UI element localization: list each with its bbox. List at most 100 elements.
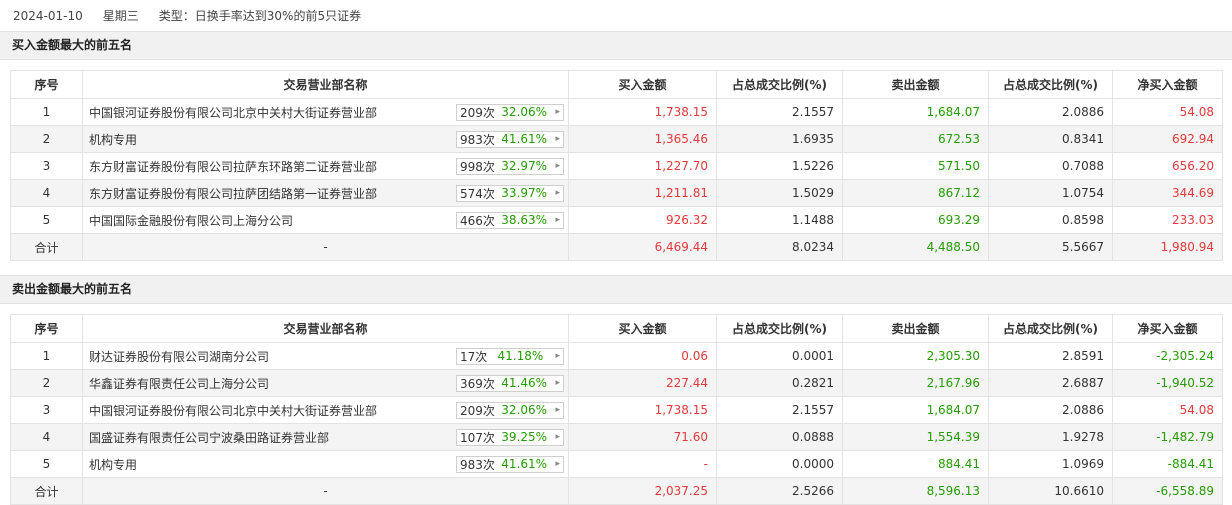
buy-ratio: 0.0888 <box>716 423 843 451</box>
header-bar: 2024-01-10 星期三 类型：日换手率达到30%的前5只证券 <box>0 0 1232 31</box>
branch-name-cell: 机构专用 983次 41.61% ▸ <box>82 125 569 153</box>
total-buy-ratio: 2.5266 <box>716 477 843 505</box>
branch-stat-badge[interactable]: 209次 32.06% ▸ <box>456 401 564 419</box>
appearance-count: 17次 <box>460 349 488 364</box>
total-sell-ratio: 10.6610 <box>988 477 1113 505</box>
sell-amount: 571.50 <box>842 152 989 180</box>
col-sell-ratio: 占总成交比例(%) <box>988 314 1113 343</box>
sell-ratio: 2.0886 <box>988 98 1113 126</box>
caret-right-icon: ▸ <box>555 351 560 361</box>
total-sell-ratio: 5.5667 <box>988 233 1113 261</box>
sell-amount: 1,684.07 <box>842 396 989 424</box>
branch-stat-badge[interactable]: 983次 41.61% ▸ <box>456 130 564 148</box>
buy-amount: 0.06 <box>568 342 717 370</box>
branch-name-cell: 机构专用 983次 41.61% ▸ <box>82 450 569 478</box>
branch-name-link[interactable]: 东方财富证券股份有限公司拉萨东环路第二证券营业部 <box>89 159 378 174</box>
branch-stat-badge[interactable]: 369次 41.46% ▸ <box>456 374 564 392</box>
sell-ratio: 2.6887 <box>988 369 1113 397</box>
branch-name-link[interactable]: 中国银河证券股份有限公司北京中关村大街证券营业部 <box>89 105 378 120</box>
row-index: 4 <box>10 423 83 451</box>
row-index: 3 <box>10 152 83 180</box>
win-rate: 32.06% <box>501 403 548 417</box>
net-buy-amount: -2,305.24 <box>1112 342 1223 370</box>
col-sell-ratio: 占总成交比例(%) <box>988 70 1113 99</box>
branch-name-link[interactable]: 国盛证券有限责任公司宁波桑田路证券营业部 <box>89 430 330 445</box>
caret-right-icon: ▸ <box>555 161 560 171</box>
branch-name-cell: 东方财富证券股份有限公司拉萨团结路第一证券营业部 574次 33.97% ▸ <box>82 179 569 207</box>
row-index: 1 <box>10 342 83 370</box>
caret-right-icon: ▸ <box>555 188 560 198</box>
net-buy-amount: 54.08 <box>1112 98 1223 126</box>
branch-name-wrap: 东方财富证券股份有限公司拉萨团结路第一证券营业部 574次 33.97% ▸ <box>89 184 564 202</box>
total-sell-amount: 8,596.13 <box>842 477 989 505</box>
branch-name-wrap: 财达证券股份有限公司湖南分公司 17次 41.18% ▸ <box>89 347 564 365</box>
col-buy-ratio: 占总成交比例(%) <box>716 70 843 99</box>
table-row: 5 中国国际金融股份有限公司上海分公司 466次 38.63% ▸ 926.32 1.148… <box>10 206 1223 234</box>
branch-name-cell: 财达证券股份有限公司湖南分公司 17次 41.18% ▸ <box>82 342 569 370</box>
net-buy-amount: 656.20 <box>1112 152 1223 180</box>
branch-name-link[interactable]: 机构专用 <box>89 132 138 147</box>
branch-name-wrap: 机构专用 983次 41.61% ▸ <box>89 455 564 473</box>
total-name: - <box>82 477 569 505</box>
appearance-count: 209次 <box>460 403 495 418</box>
buy-ratio: 2.1557 <box>716 396 843 424</box>
sell-ratio: 0.7088 <box>988 152 1113 180</box>
buy-ratio: 1.1488 <box>716 206 843 234</box>
win-rate: 39.25% <box>501 430 548 444</box>
win-rate: 32.97% <box>501 159 548 173</box>
branch-stat-badge[interactable]: 17次 41.18% ▸ <box>456 347 564 365</box>
buy-amount: 1,227.70 <box>568 152 717 180</box>
branch-stat-badge[interactable]: 998次 32.97% ▸ <box>456 157 564 175</box>
buy-top5-table: 序号 交易营业部名称 买入金额 占总成交比例(%) 卖出金额 占总成交比例(%)… <box>10 70 1223 261</box>
branch-name-cell: 华鑫证券有限责任公司上海分公司 369次 41.46% ▸ <box>82 369 569 397</box>
buy-ratio: 0.0001 <box>716 342 843 370</box>
branch-stat-badge[interactable]: 107次 39.25% ▸ <box>456 428 564 446</box>
col-branch-name: 交易营业部名称 <box>82 70 569 99</box>
sell-amount: 884.41 <box>842 450 989 478</box>
total-net-buy: -6,558.89 <box>1112 477 1223 505</box>
table-row: 3 东方财富证券股份有限公司拉萨东环路第二证券营业部 998次 32.97% ▸ 1,22… <box>10 152 1223 180</box>
branch-name-link[interactable]: 中国银河证券股份有限公司北京中关村大街证券营业部 <box>89 403 378 418</box>
caret-right-icon: ▸ <box>555 432 560 442</box>
net-buy-amount: 233.03 <box>1112 206 1223 234</box>
net-buy-amount: 692.94 <box>1112 125 1223 153</box>
branch-name-link[interactable]: 东方财富证券股份有限公司拉萨团结路第一证券营业部 <box>89 186 378 201</box>
row-index: 4 <box>10 179 83 207</box>
table-row: 5 机构专用 983次 41.61% ▸ -0.0000 884.41 1.0969 -884.… <box>10 450 1223 478</box>
appearance-count: 983次 <box>460 132 495 147</box>
weekday: 星期三 <box>102 9 139 23</box>
row-index: 2 <box>10 125 83 153</box>
branch-stat-badge[interactable]: 574次 33.97% ▸ <box>456 184 564 202</box>
branch-name-link[interactable]: 中国国际金融股份有限公司上海分公司 <box>89 213 294 228</box>
trade-date: 2024-01-10 <box>13 8 83 23</box>
col-net-buy: 净买入金额 <box>1112 70 1223 99</box>
table-row: 2 华鑫证券有限责任公司上海分公司 369次 41.46% ▸ 227.44 0.2821 2… <box>10 369 1223 397</box>
branch-name-link[interactable]: 机构专用 <box>89 457 138 472</box>
buy-ratio: 0.2821 <box>716 369 843 397</box>
table-header-row: 序号 交易营业部名称 买入金额 占总成交比例(%) 卖出金额 占总成交比例(%)… <box>10 314 1223 343</box>
total-buy-amount: 2,037.25 <box>568 477 717 505</box>
branch-name-cell: 国盛证券有限责任公司宁波桑田路证券营业部 107次 39.25% ▸ <box>82 423 569 451</box>
buy-ratio: 1.6935 <box>716 125 843 153</box>
win-rate: 41.18% <box>497 349 544 363</box>
row-index: 2 <box>10 369 83 397</box>
branch-name-link[interactable]: 华鑫证券有限责任公司上海分公司 <box>89 376 270 391</box>
sell-amount: 672.53 <box>842 125 989 153</box>
branch-name-link[interactable]: 财达证券股份有限公司湖南分公司 <box>89 349 270 364</box>
branch-stat-badge[interactable]: 983次 41.61% ▸ <box>456 455 564 473</box>
win-rate: 41.46% <box>501 376 548 390</box>
col-sell-amount: 卖出金额 <box>842 314 989 343</box>
appearance-count: 209次 <box>460 105 495 120</box>
sell-amount: 1,684.07 <box>842 98 989 126</box>
row-index: 5 <box>10 206 83 234</box>
sell-ratio: 2.8591 <box>988 342 1113 370</box>
appearance-count: 107次 <box>460 430 495 445</box>
caret-right-icon: ▸ <box>555 134 560 144</box>
branch-stat-badge[interactable]: 209次 32.06% ▸ <box>456 103 564 121</box>
sell-amount: 2,305.30 <box>842 342 989 370</box>
row-index: 3 <box>10 396 83 424</box>
branch-stat-badge[interactable]: 466次 38.63% ▸ <box>456 211 564 229</box>
win-rate: 41.61% <box>501 132 548 146</box>
caret-right-icon: ▸ <box>555 405 560 415</box>
appearance-count: 369次 <box>460 376 495 391</box>
